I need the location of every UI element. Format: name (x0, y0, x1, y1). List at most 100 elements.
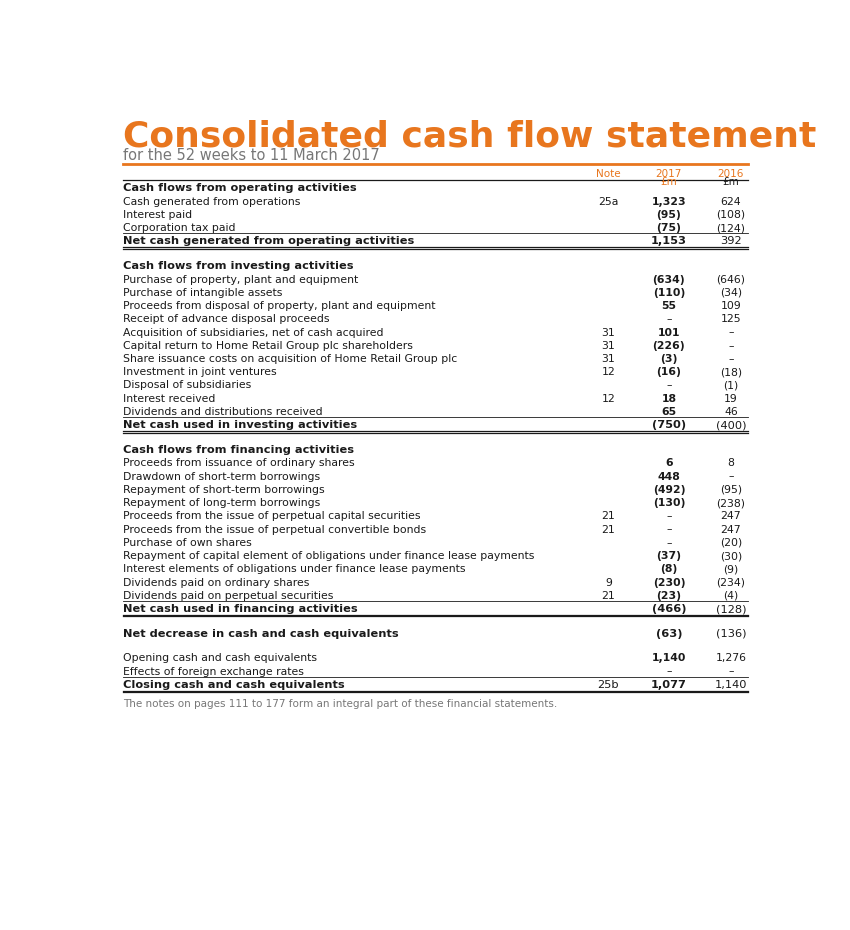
Text: Dividends paid on ordinary shares: Dividends paid on ordinary shares (123, 578, 309, 588)
Text: 25a: 25a (598, 196, 619, 206)
Text: 25b: 25b (598, 680, 620, 690)
Text: (37): (37) (656, 551, 682, 561)
Text: (20): (20) (720, 538, 742, 548)
Text: –: – (666, 538, 672, 548)
Text: 31: 31 (602, 354, 615, 364)
Text: Repayment of capital element of obligations under finance lease payments: Repayment of capital element of obligati… (123, 551, 535, 561)
Text: Note: Note (596, 169, 620, 179)
Text: Proceeds from disposal of property, plant and equipment: Proceeds from disposal of property, plan… (123, 301, 436, 311)
Text: Proceeds from the issue of perpetual capital securities: Proceeds from the issue of perpetual cap… (123, 512, 421, 522)
Text: (128): (128) (716, 604, 746, 614)
Text: 2017: 2017 (655, 169, 682, 179)
Text: 1,153: 1,153 (651, 236, 687, 246)
Text: (234): (234) (717, 578, 745, 588)
Text: (63): (63) (655, 629, 683, 639)
Text: 125: 125 (721, 314, 741, 325)
Text: (95): (95) (720, 485, 742, 495)
Text: Proceeds from the issue of perpetual convertible bonds: Proceeds from the issue of perpetual con… (123, 525, 427, 535)
Text: (4): (4) (723, 591, 739, 601)
Text: –: – (728, 354, 734, 364)
Text: Corporation tax paid: Corporation tax paid (123, 223, 235, 233)
Text: (466): (466) (652, 604, 686, 614)
Text: (18): (18) (720, 367, 742, 378)
Text: Interest received: Interest received (123, 393, 216, 404)
Text: 8: 8 (728, 458, 734, 469)
Text: 12: 12 (602, 367, 615, 378)
Text: (492): (492) (653, 485, 685, 495)
Text: –: – (666, 314, 672, 325)
Text: (16): (16) (656, 367, 682, 378)
Text: Drawdown of short-term borrowings: Drawdown of short-term borrowings (123, 472, 320, 482)
Text: for the 52 weeks to 11 March 2017: for the 52 weeks to 11 March 2017 (123, 148, 380, 163)
Text: –: – (666, 512, 672, 522)
Text: Disposal of subsidiaries: Disposal of subsidiaries (123, 380, 252, 391)
Text: (646): (646) (717, 274, 745, 285)
Text: 46: 46 (724, 407, 738, 417)
Text: (136): (136) (716, 629, 746, 639)
Text: –: – (666, 667, 672, 676)
Text: (400): (400) (716, 420, 746, 431)
Text: 101: 101 (658, 327, 680, 338)
Text: (634): (634) (653, 274, 685, 285)
Text: (23): (23) (656, 591, 682, 601)
Text: Dividends paid on perpetual securities: Dividends paid on perpetual securities (123, 591, 334, 601)
Text: Repayment of short-term borrowings: Repayment of short-term borrowings (123, 485, 325, 495)
Text: Purchase of property, plant and equipment: Purchase of property, plant and equipmen… (123, 274, 359, 285)
Text: 624: 624 (721, 196, 741, 206)
Text: 9: 9 (605, 578, 612, 588)
Text: 55: 55 (661, 301, 677, 311)
Text: 392: 392 (720, 236, 742, 246)
Text: Net cash used in financing activities: Net cash used in financing activities (123, 604, 358, 614)
Text: 12: 12 (602, 393, 615, 404)
Text: (108): (108) (717, 210, 745, 219)
Text: 1,323: 1,323 (652, 196, 686, 206)
Text: 448: 448 (658, 472, 680, 482)
Text: (95): (95) (656, 210, 681, 219)
Text: 21: 21 (602, 512, 615, 522)
Text: Cash flows from operating activities: Cash flows from operating activities (123, 183, 357, 193)
Text: Receipt of advance disposal proceeds: Receipt of advance disposal proceeds (123, 314, 330, 325)
Text: –: – (728, 327, 734, 338)
Text: 65: 65 (661, 407, 677, 417)
Text: 109: 109 (721, 301, 741, 311)
Text: Opening cash and cash equivalents: Opening cash and cash equivalents (123, 653, 317, 663)
Text: 1,140: 1,140 (715, 680, 747, 690)
Text: Repayment of long-term borrowings: Repayment of long-term borrowings (123, 498, 320, 508)
Text: –: – (728, 667, 734, 676)
Text: 19: 19 (724, 393, 738, 404)
Text: £m: £m (722, 177, 740, 187)
Text: Purchase of own shares: Purchase of own shares (123, 538, 252, 548)
Text: 18: 18 (661, 393, 677, 404)
Text: (3): (3) (660, 354, 677, 364)
Text: Cash flows from financing activities: Cash flows from financing activities (123, 445, 354, 455)
Text: Net cash used in investing activities: Net cash used in investing activities (123, 420, 357, 431)
Text: 1,077: 1,077 (651, 680, 687, 690)
Text: Investment in joint ventures: Investment in joint ventures (123, 367, 277, 378)
Text: Net cash generated from operating activities: Net cash generated from operating activi… (123, 236, 415, 246)
Text: 21: 21 (602, 525, 615, 535)
Text: Interest elements of obligations under finance lease payments: Interest elements of obligations under f… (123, 565, 466, 575)
Text: £m: £m (660, 177, 677, 187)
Text: Cash generated from operations: Cash generated from operations (123, 196, 301, 206)
Text: (238): (238) (717, 498, 745, 508)
Text: Dividends and distributions received: Dividends and distributions received (123, 407, 323, 417)
Text: Share issuance costs on acquisition of Home Retail Group plc: Share issuance costs on acquisition of H… (123, 354, 457, 364)
Text: –: – (728, 472, 734, 482)
Text: (124): (124) (717, 223, 745, 233)
Text: (8): (8) (660, 565, 677, 575)
Text: 31: 31 (602, 340, 615, 351)
Text: (130): (130) (653, 498, 685, 508)
Text: (110): (110) (653, 287, 685, 298)
Text: Purchase of intangible assets: Purchase of intangible assets (123, 287, 283, 298)
Text: –: – (666, 380, 672, 391)
Text: (9): (9) (723, 565, 739, 575)
Text: 247: 247 (721, 525, 741, 535)
Text: –: – (728, 340, 734, 351)
Text: 247: 247 (721, 512, 741, 522)
Text: (226): (226) (653, 340, 685, 351)
Text: (230): (230) (653, 578, 685, 588)
Text: (30): (30) (720, 551, 742, 561)
Text: Effects of foreign exchange rates: Effects of foreign exchange rates (123, 667, 304, 676)
Text: (34): (34) (720, 287, 742, 298)
Text: (750): (750) (652, 420, 686, 431)
